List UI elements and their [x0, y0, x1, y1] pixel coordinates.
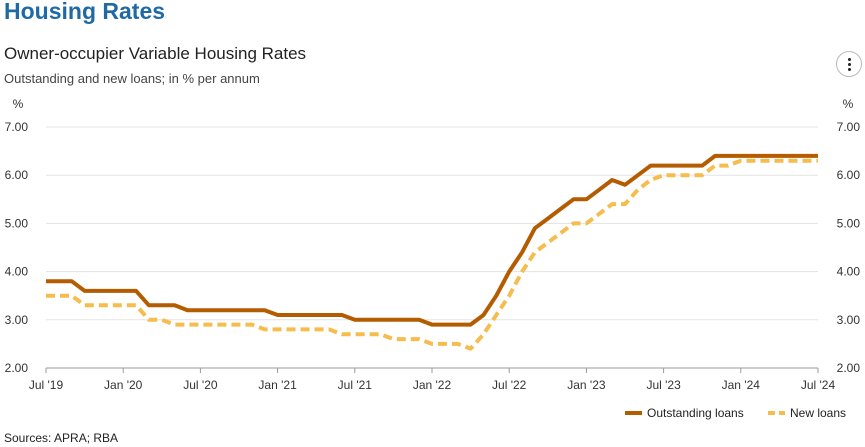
x-tick-label: Jan '22	[413, 378, 452, 392]
y-tick-label-right: 4.00	[837, 265, 861, 279]
more-vertical-icon	[847, 57, 851, 61]
y-tick-label-right: 2.00	[837, 361, 861, 375]
y-axis-unit-left: %	[13, 97, 24, 111]
y-tick-label-right: 6.00	[837, 168, 861, 182]
menu-dot	[847, 62, 851, 66]
x-tick-label: Jan '24	[722, 378, 761, 392]
x-tick-label: Jan '23	[567, 378, 606, 392]
y-tick-label-left: 7.00	[5, 120, 29, 134]
legend-label-outstanding: Outstanding loans	[647, 406, 744, 420]
x-tick-label: Jan '21	[258, 378, 297, 392]
series-line-outstanding	[46, 153, 818, 327]
chart-menu-button[interactable]	[836, 51, 862, 77]
legend-item-new[interactable]: New loans	[768, 406, 846, 420]
y-tick-label-left: 6.00	[5, 168, 29, 182]
legend-label-new: New loans	[790, 406, 846, 420]
series-lines	[46, 153, 818, 351]
x-axis: Jul '19 Jan '20 Jul '20 Jan '21 Jul '21 Jan '…	[29, 368, 836, 392]
y-tick-label-right: 3.00	[837, 313, 861, 327]
y-tick-label-right: 5.00	[837, 216, 861, 230]
series-line-new	[46, 158, 818, 351]
menu-dot	[847, 67, 851, 71]
x-tick-label: Jul '23	[646, 378, 681, 392]
chart-subtitle: Outstanding and new loans; in % per annu…	[4, 71, 260, 86]
x-tick-label: Jul '21	[338, 378, 373, 392]
x-tick-label: Jan '20	[104, 378, 143, 392]
x-tick-label: Jul '22	[492, 378, 527, 392]
x-tick-label: Jul '19	[29, 378, 64, 392]
y-tick-label-right: 7.00	[837, 120, 861, 134]
x-tick-label: Jul '24	[801, 378, 836, 392]
source-note: Sources: APRA; RBA	[4, 431, 119, 445]
x-tick-label: Jul '20	[183, 378, 218, 392]
y-tick-label-left: 2.00	[5, 361, 29, 375]
y-tick-label-left: 4.00	[5, 265, 29, 279]
chart-title: Owner-occupier Variable Housing Rates	[4, 44, 307, 63]
y-axis-unit-right: %	[843, 97, 854, 111]
y-tick-label-left: 3.00	[5, 313, 29, 327]
page-title: Housing Rates	[4, 0, 166, 24]
legend: Outstanding loans New loans	[625, 406, 846, 420]
y-tick-label-left: 5.00	[5, 216, 29, 230]
y-axis: 2.00 2.00 3.00 3.00 4.00 4.00 5.00 5.00 6.00 6.00…	[5, 120, 861, 375]
legend-item-outstanding[interactable]: Outstanding loans	[625, 406, 744, 420]
